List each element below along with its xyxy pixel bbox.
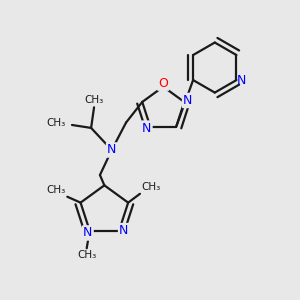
Text: CH₃: CH₃: [46, 185, 66, 195]
Text: N: N: [236, 74, 246, 87]
Text: N: N: [107, 143, 116, 157]
Text: CH₃: CH₃: [77, 250, 96, 260]
Text: N: N: [83, 226, 93, 239]
Text: O: O: [158, 77, 168, 90]
Text: CH₃: CH₃: [46, 118, 65, 128]
Text: CH₃: CH₃: [84, 95, 104, 105]
Text: CH₃: CH₃: [141, 182, 161, 192]
Text: N: N: [183, 94, 193, 107]
Text: N: N: [119, 224, 128, 237]
Text: N: N: [142, 122, 152, 135]
